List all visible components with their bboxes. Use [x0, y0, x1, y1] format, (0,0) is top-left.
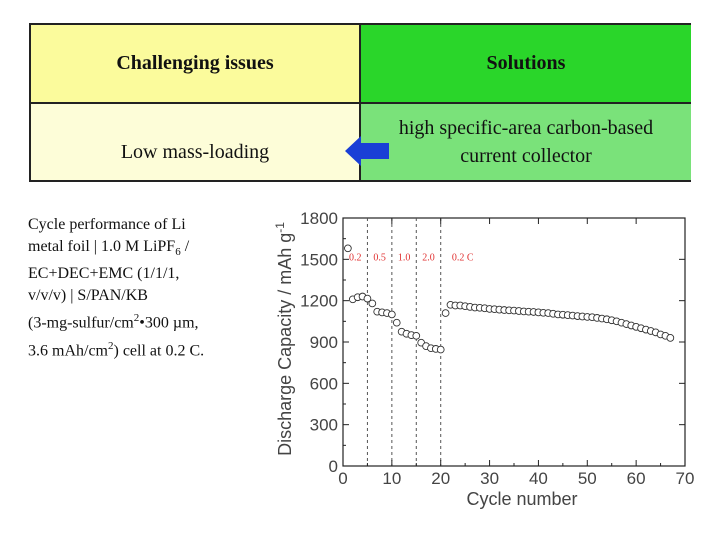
data-point [368, 299, 377, 308]
x-tick-label: 0 [338, 469, 347, 488]
y-tick-label: 600 [310, 374, 338, 393]
issue-cell: Low mass-loading [31, 104, 361, 180]
data-point [388, 310, 396, 319]
desc-line: metal foil | 1.0 M LiPF6 / [28, 238, 190, 259]
y-tick-label: 1800 [300, 209, 338, 228]
issues-solutions-table: Challenging issues Solutions Low mass-lo… [29, 23, 691, 182]
y-axis-label-superscript: -1 [273, 222, 287, 233]
x-tick-label: 50 [578, 469, 597, 488]
data-point [412, 331, 421, 340]
x-tick-label: 40 [529, 469, 548, 488]
desc-line: EC+DEC+EMC (1/1/1, [28, 265, 180, 283]
plot-frame [342, 217, 686, 467]
header-challenging-issues: Challenging issues [31, 25, 361, 104]
data-point [666, 334, 675, 342]
data-point [436, 345, 445, 354]
y-tick-label: 900 [310, 333, 338, 352]
rate-label: 2.0 [422, 253, 435, 264]
rate-label: 0.2 C [452, 253, 474, 264]
y-tick-label: 0 [329, 457, 338, 476]
data-point [363, 294, 372, 303]
header-solutions: Solutions [361, 25, 691, 104]
x-axis-label: Cycle number [466, 489, 577, 509]
data-point [344, 244, 352, 253]
y-tick-label: 300 [310, 416, 338, 435]
desc-line: v/v/v) | S/PAN/KB [28, 287, 148, 305]
data-point [441, 309, 450, 317]
x-tick-label: 20 [431, 469, 450, 488]
chart-description: Cycle performance of Li metal foil | 1.0… [28, 214, 258, 362]
desc-line: Cycle performance of Li [28, 216, 186, 233]
x-tick-label: 70 [676, 469, 695, 488]
desc-line: (3-mg-sulfur/cm2•300 µm, [28, 312, 199, 332]
y-tick-label: 1500 [300, 250, 338, 269]
rate-label: 0.5 [373, 253, 386, 264]
left-arrow-icon [345, 136, 389, 166]
rate-label: 0.2 [349, 253, 362, 264]
y-tick-label: 1200 [300, 292, 338, 311]
solution-cell: high specific-area carbon-based current … [361, 104, 691, 180]
x-tick-label: 60 [627, 469, 646, 488]
x-tick-label: 30 [480, 469, 499, 488]
desc-line: 3.6 mAh/cm2) cell at 0.2 C. [28, 339, 205, 359]
y-axis-label: Discharge Capacity / mAh g-1 [273, 222, 295, 456]
data-point [392, 318, 401, 327]
x-tick-label: 10 [382, 469, 401, 488]
rate-label: 1.0 [398, 253, 411, 264]
